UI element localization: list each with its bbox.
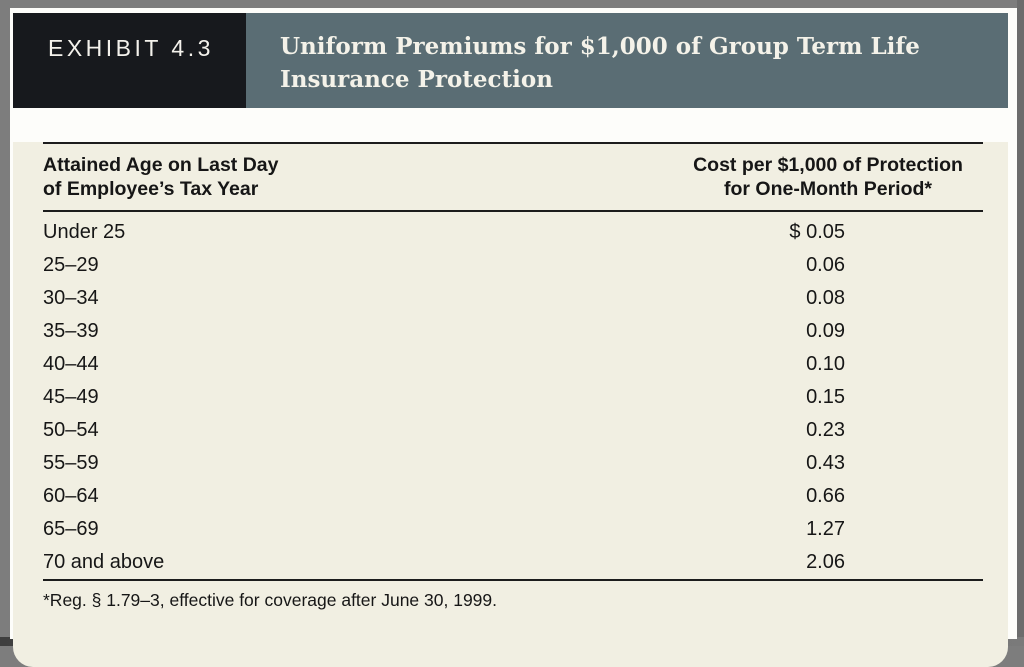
cost-cell: 0.15: [806, 386, 845, 408]
cost-cell: 0.08: [806, 287, 845, 309]
table-row: 70 and above 2.06: [43, 546, 983, 579]
exhibit-tag: EXHIBIT 4.3: [13, 13, 246, 108]
table-row: 45–49 0.15: [43, 381, 983, 414]
cost-cell: 1.27: [806, 518, 845, 540]
table-body: Under 25 $ 0.05 25–29 0.06 30–34 0.08 35…: [43, 212, 983, 579]
age-column-header-line-2: of Employee’s Tax Year: [43, 178, 259, 200]
table-row: 55–59 0.43: [43, 447, 983, 480]
age-column-header-line-1: Attained Age on Last Day: [43, 154, 279, 176]
age-cell: 50–54: [43, 419, 99, 441]
age-cell: 40–44: [43, 353, 99, 375]
cost-cell: 0.66: [806, 485, 845, 507]
table-header-row: Attained Age on Last Day of Employee’s T…: [43, 144, 983, 210]
table-row: Under 25 $ 0.05: [43, 216, 983, 249]
cost-column-header-line-1: Cost per $1,000 of Protection: [693, 154, 963, 176]
cost-cell: 2.06: [806, 551, 845, 573]
age-cell: 70 and above: [43, 551, 165, 573]
top-rule: [43, 142, 983, 144]
age-cell: Under 25: [43, 221, 126, 243]
table-row: 65–69 1.27: [43, 513, 983, 546]
cost-cell: 0.09: [806, 320, 845, 342]
table-row: 30–34 0.08: [43, 282, 983, 315]
table-row: 50–54 0.23: [43, 414, 983, 447]
table-row: 60–64 0.66: [43, 480, 983, 513]
cost-cell: 0.10: [806, 353, 845, 375]
age-cell: 55–59: [43, 452, 99, 474]
age-cell: 45–49: [43, 386, 99, 408]
cost-column-header: Cost per $1,000 of Protection for One-Mo…: [673, 153, 983, 201]
cost-column-header-line-2: for One-Month Period*: [724, 178, 932, 200]
age-cell: 60–64: [43, 485, 99, 507]
exhibit-header-band: EXHIBIT 4.3 Uniform Premiums for $1,000 …: [13, 13, 1008, 108]
age-cell: 30–34: [43, 287, 99, 309]
exhibit-body: Attained Age on Last Day of Employee’s T…: [13, 142, 1008, 667]
exhibit-title: Uniform Premiums for $1,000 of Group Ter…: [246, 13, 1008, 108]
age-cell: 35–39: [43, 320, 99, 342]
age-cell: 65–69: [43, 518, 99, 540]
exhibit-page: EXHIBIT 4.3 Uniform Premiums for $1,000 …: [10, 8, 1017, 667]
exhibit-title-line-1: Uniform Premiums for $1,000 of Group Ter…: [280, 33, 920, 60]
age-cell: 25–29: [43, 254, 99, 276]
cost-cell: 0.43: [806, 452, 845, 474]
cost-cell: 0.23: [806, 419, 845, 441]
cost-cell: 0.06: [806, 254, 845, 276]
table-row: 35–39 0.09: [43, 315, 983, 348]
footnote: *Reg. § 1.79–3, effective for coverage a…: [43, 590, 498, 610]
bottom-rule: [43, 579, 983, 581]
table-row: 40–44 0.10: [43, 348, 983, 381]
header-rule: [43, 210, 983, 212]
exhibit-4-3: EXHIBIT 4.3 Uniform Premiums for $1,000 …: [13, 13, 1008, 667]
age-column-header: Attained Age on Last Day of Employee’s T…: [43, 153, 278, 201]
cost-cell: $ 0.05: [789, 221, 845, 243]
table-row: 25–29 0.06: [43, 249, 983, 282]
exhibit-title-line-2: Insurance Protection: [280, 66, 553, 93]
